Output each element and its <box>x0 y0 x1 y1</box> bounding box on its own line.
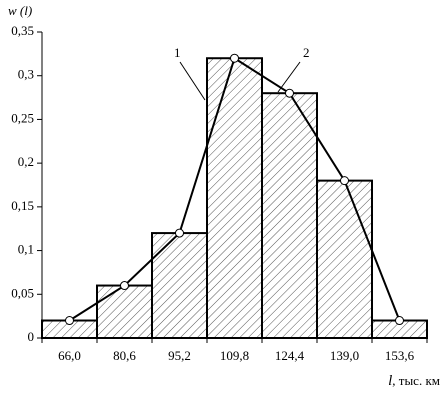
bar <box>316 179 373 339</box>
line-point <box>340 176 349 186</box>
leader-line <box>179 61 206 101</box>
line-point <box>65 316 74 326</box>
x-tick-label: 153,6 <box>385 348 415 363</box>
y-axis-label: w (l) <box>8 3 32 18</box>
y-tick-label: 0,35 <box>11 23 34 38</box>
bar <box>261 92 318 339</box>
x-tick-label: 95,2 <box>168 348 191 363</box>
x-tick-label: 66,0 <box>58 348 81 363</box>
y-tick-label: 0,05 <box>11 285 34 300</box>
line-point <box>175 228 184 238</box>
y-tick-label: 0,2 <box>18 154 34 169</box>
x-tick-label: 139,0 <box>330 348 359 363</box>
x-axis-label: l, тыс. км <box>388 373 440 389</box>
x-tick-label: 124,4 <box>275 348 305 363</box>
line-point <box>120 281 129 291</box>
line-point <box>395 316 404 326</box>
bar <box>206 57 263 339</box>
y-tick-label: 0,1 <box>18 242 34 257</box>
x-tick-label: 80,6 <box>113 348 136 363</box>
line-point <box>230 53 239 63</box>
x-axis-unit: , тыс. км <box>392 373 440 388</box>
x-tick-label: 109,8 <box>220 348 249 363</box>
annotation: 1 <box>174 45 181 60</box>
x-axis-symbol: l <box>388 373 392 389</box>
line-point <box>285 88 294 98</box>
annotation: 2 <box>303 45 310 60</box>
y-tick-label: 0,15 <box>11 198 34 213</box>
y-tick-label: 0 <box>28 329 35 344</box>
y-tick-label: 0,3 <box>18 67 34 82</box>
bar <box>96 284 153 339</box>
y-tick-label: 0,25 <box>11 110 34 125</box>
bar <box>151 232 208 339</box>
leader-line <box>277 61 301 93</box>
